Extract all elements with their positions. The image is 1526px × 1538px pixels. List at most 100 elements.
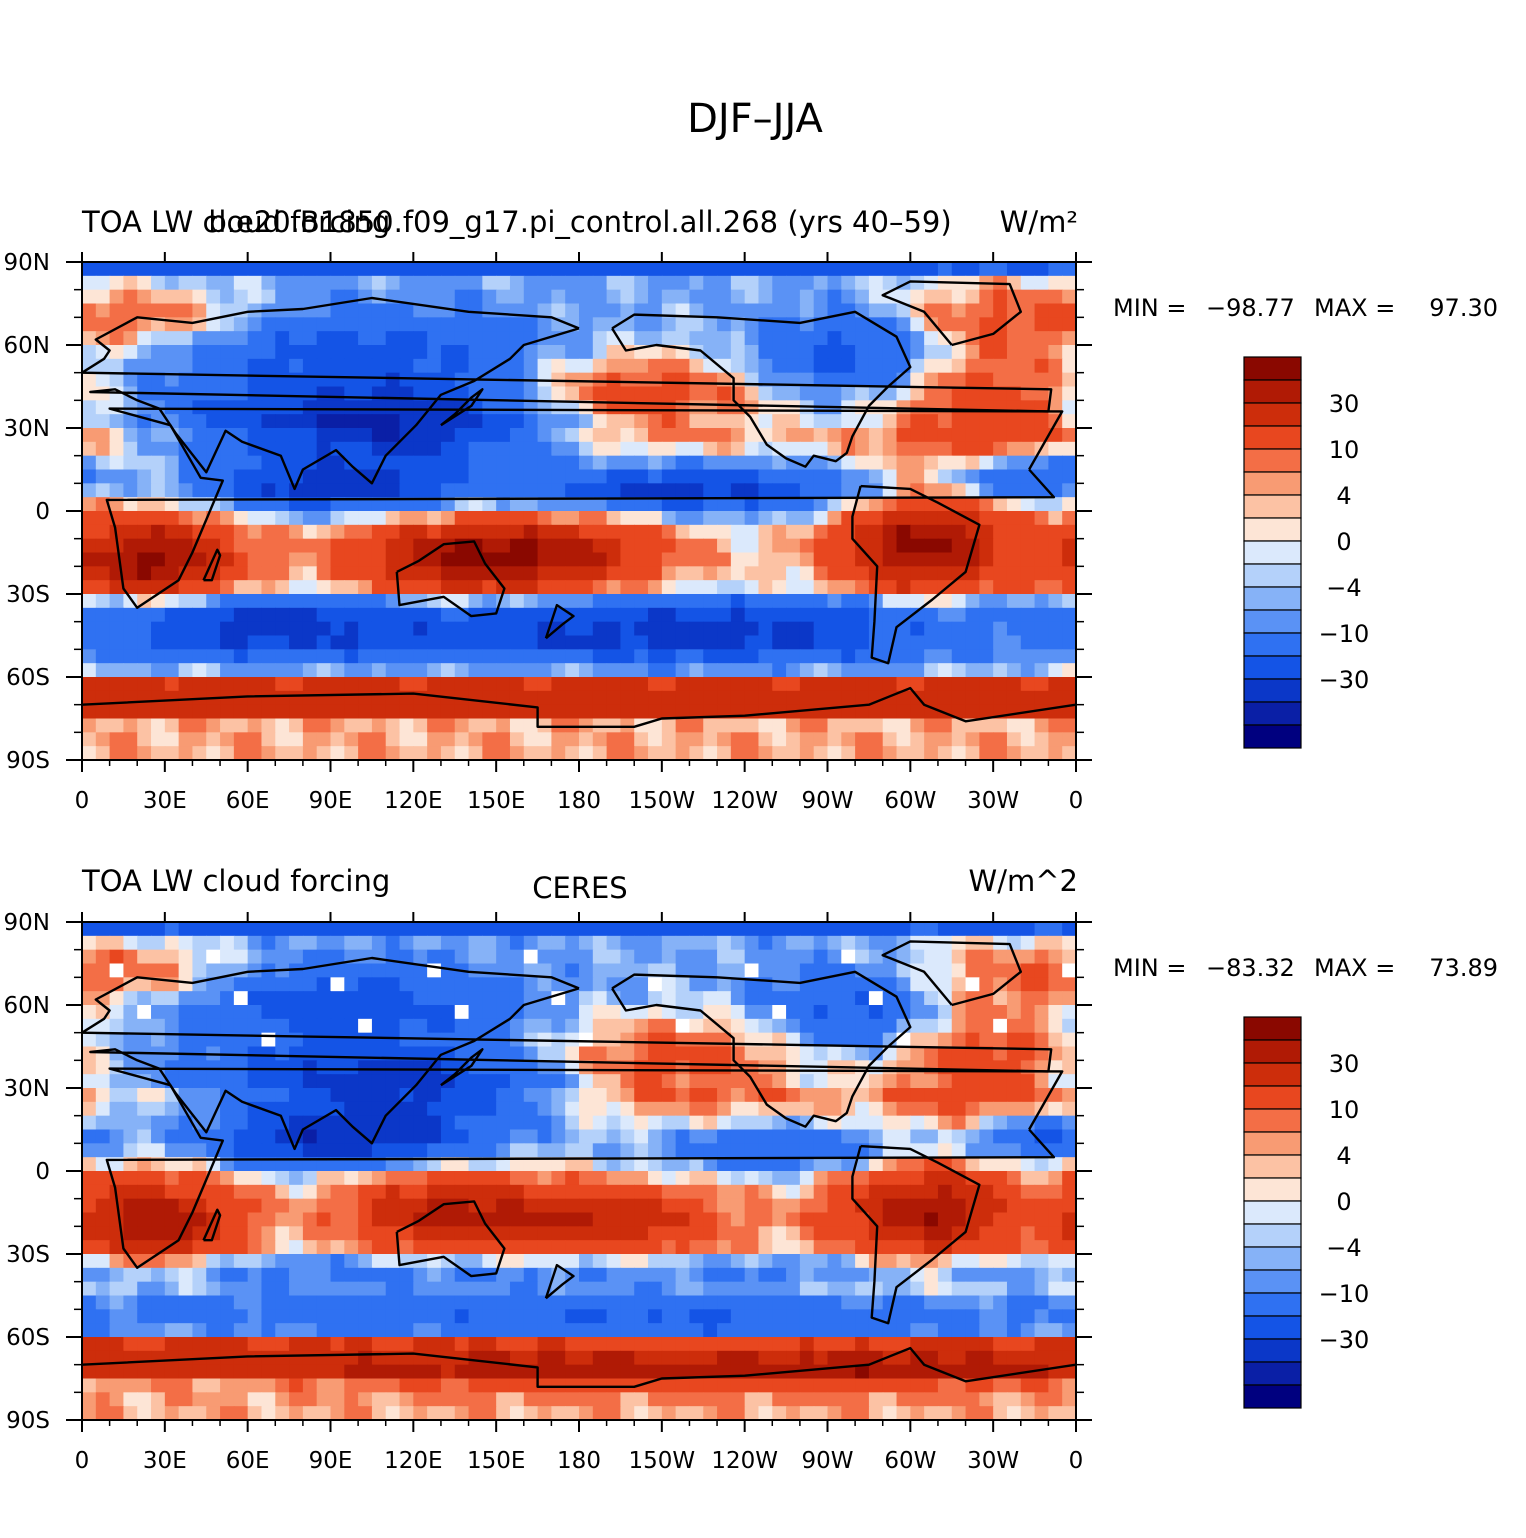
heatmap-cell (979, 963, 994, 978)
heatmap-cell (399, 1171, 414, 1186)
heatmap-cell (979, 1005, 994, 1020)
heatmap-cell (758, 746, 773, 760)
heatmap-cell (937, 317, 953, 332)
heatmap-cell (951, 1184, 967, 1200)
heatmap-cell (772, 1018, 787, 1034)
heatmap-cell (316, 949, 332, 965)
heatmap-cell (206, 594, 221, 609)
heatmap-cell (910, 1295, 925, 1310)
heatmap-cell (758, 704, 773, 720)
heatmap-cell (937, 303, 953, 318)
heatmap-cell (523, 1005, 539, 1020)
heatmap-cell (551, 1101, 566, 1117)
heatmap-cell (799, 1267, 815, 1283)
heatmap-cell (385, 663, 401, 678)
heatmap-cell (606, 1295, 622, 1310)
heatmap-cell (620, 414, 635, 429)
heatmap-cell (123, 566, 138, 581)
heatmap-cell (371, 704, 387, 720)
heatmap-cell (206, 275, 221, 291)
heatmap-cell (247, 1046, 263, 1061)
heatmap-cell (717, 428, 732, 443)
heatmap-cell (385, 1157, 401, 1172)
heatmap-cell (1062, 1337, 1076, 1352)
heatmap-cell (206, 1129, 221, 1144)
heatmap-cell (730, 607, 746, 623)
heatmap-cell (509, 1046, 525, 1061)
heatmap-cell (358, 1157, 373, 1172)
heatmap-cell (1034, 935, 1049, 951)
heatmap-cell (316, 1129, 332, 1144)
heatmap-cell (330, 469, 345, 484)
heatmap-cell (358, 538, 373, 554)
heatmap-cell (689, 428, 704, 443)
heatmap-cell (427, 1005, 442, 1020)
heatmap-cell (827, 345, 842, 360)
heatmap-cell (330, 718, 345, 733)
heatmap-cell (924, 566, 939, 581)
heatmap-cell (1062, 663, 1076, 678)
heatmap-cell (717, 746, 732, 760)
heatmap-cell (95, 511, 111, 526)
heatmap-cell (924, 483, 939, 498)
heatmap-cell (1048, 1309, 1063, 1324)
heatmap-cell (855, 1254, 870, 1269)
heatmap-cell (606, 1309, 622, 1324)
heatmap-cell (1062, 1295, 1076, 1310)
heatmap-cell (164, 1101, 180, 1117)
heatmap-cell (965, 1295, 980, 1310)
heatmap-cell (1020, 963, 1036, 978)
heatmap-cell (247, 1240, 263, 1255)
heatmap-cell (951, 428, 967, 443)
heatmap-cell (261, 1281, 276, 1297)
heatmap-cell (896, 372, 911, 388)
heatmap-cell (427, 1323, 442, 1338)
heatmap-cell (606, 1157, 622, 1172)
heatmap-cell (82, 524, 97, 540)
heatmap-cell (675, 455, 691, 471)
heatmap-cell (109, 949, 125, 965)
heatmap-cell (137, 1088, 152, 1103)
heatmap-cell (192, 1337, 207, 1352)
heatmap-cell (468, 317, 483, 332)
heatmap-cell (910, 1129, 925, 1144)
heatmap-cell (910, 497, 925, 512)
heatmap-cell (993, 386, 1008, 401)
heatmap-cell (675, 607, 691, 623)
heatmap-cell (937, 732, 953, 747)
heatmap-cell (565, 524, 580, 540)
heatmap-cell (606, 1143, 622, 1158)
heatmap-cell (772, 594, 787, 609)
heatmap-cell (82, 1046, 97, 1061)
heatmap-cell (233, 400, 249, 415)
heatmap-cell (730, 690, 746, 706)
heatmap-cell (565, 704, 580, 720)
heatmap-cell (855, 977, 870, 992)
heatmap-cell (123, 732, 138, 747)
heatmap-cell (95, 1074, 111, 1089)
heatmap-cell (565, 963, 580, 978)
heatmap-cell (123, 414, 138, 429)
heatmap-cell (951, 635, 967, 650)
heatmap-cell (192, 1323, 207, 1338)
heatmap-cell (827, 1143, 842, 1158)
heatmap-cell (813, 511, 829, 526)
heatmap-cell (634, 677, 649, 692)
heatmap-cell (496, 718, 511, 733)
heatmap-cell (440, 1018, 456, 1034)
heatmap-cell (164, 524, 180, 540)
heatmap-cell (993, 538, 1008, 554)
heatmap-cell (275, 1184, 290, 1200)
heatmap-cell (123, 358, 138, 374)
heatmap-cell (965, 746, 980, 760)
heatmap-cell (289, 372, 304, 388)
heatmap-cell (178, 511, 194, 526)
heatmap-cell (1034, 1074, 1049, 1089)
heatmap-cell (496, 1018, 511, 1034)
heatmap-cell (109, 289, 125, 305)
heatmap-cell (979, 1323, 994, 1338)
heatmap-cell (82, 1088, 97, 1103)
heatmap-cell (896, 1212, 911, 1227)
heatmap-cell (1062, 317, 1076, 332)
heatmap-cell (151, 1198, 166, 1214)
